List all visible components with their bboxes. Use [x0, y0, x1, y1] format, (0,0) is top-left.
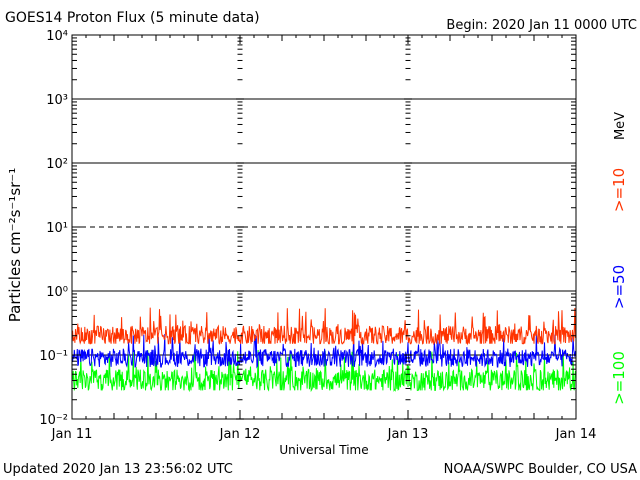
plot-frame: [71, 34, 577, 420]
x-tick-label: Jan 14: [555, 427, 597, 442]
series-lines: [71, 307, 576, 393]
legend-label: >=50: [610, 265, 628, 309]
legend-label: >=10: [610, 168, 628, 212]
x-tick-label: Jan 11: [51, 427, 93, 442]
y-tick-label: 10¹: [46, 221, 68, 236]
legend-label: >=100: [610, 351, 628, 405]
chart-title: GOES14 Proton Flux (5 minute data): [5, 10, 260, 26]
unit-label: MeV: [613, 112, 628, 140]
series-line: [71, 307, 576, 346]
y-tick-label: 10⁴: [46, 29, 68, 44]
x-tick-label: Jan 12: [219, 427, 261, 442]
grid-lines: [72, 98, 576, 356]
y-tick-label: 10⁻¹: [39, 349, 68, 364]
series-line: [71, 349, 576, 393]
updated-timestamp: Updated 2020 Jan 13 23:56:02 UTC: [3, 462, 233, 477]
axis-ticks: [71, 34, 577, 420]
series-line: [71, 333, 576, 369]
y-tick-label: 10³: [46, 93, 68, 108]
source-credit: NOAA/SWPC Boulder, CO USA: [444, 462, 637, 477]
legend: >=10 >=50 >=100 MeV: [610, 112, 628, 405]
y-tick-label: 10⁻²: [39, 413, 68, 428]
begin-label: Begin: 2020 Jan 11 0000 UTC: [446, 18, 637, 33]
axis-labels: 10⁻² 10⁻¹ 10⁰ 10¹ 10² 10³ 10⁴ Jan 11 Jan 12 Jan 1…: [39, 29, 596, 442]
y-tick-label: 10⁰: [46, 285, 68, 300]
y-axis-label: Particles cm⁻²s⁻¹sr⁻¹: [6, 168, 24, 322]
y-tick-label: 10²: [46, 157, 68, 172]
x-axis-label: Universal Time: [279, 443, 368, 457]
x-tick-label: Jan 13: [387, 427, 429, 442]
